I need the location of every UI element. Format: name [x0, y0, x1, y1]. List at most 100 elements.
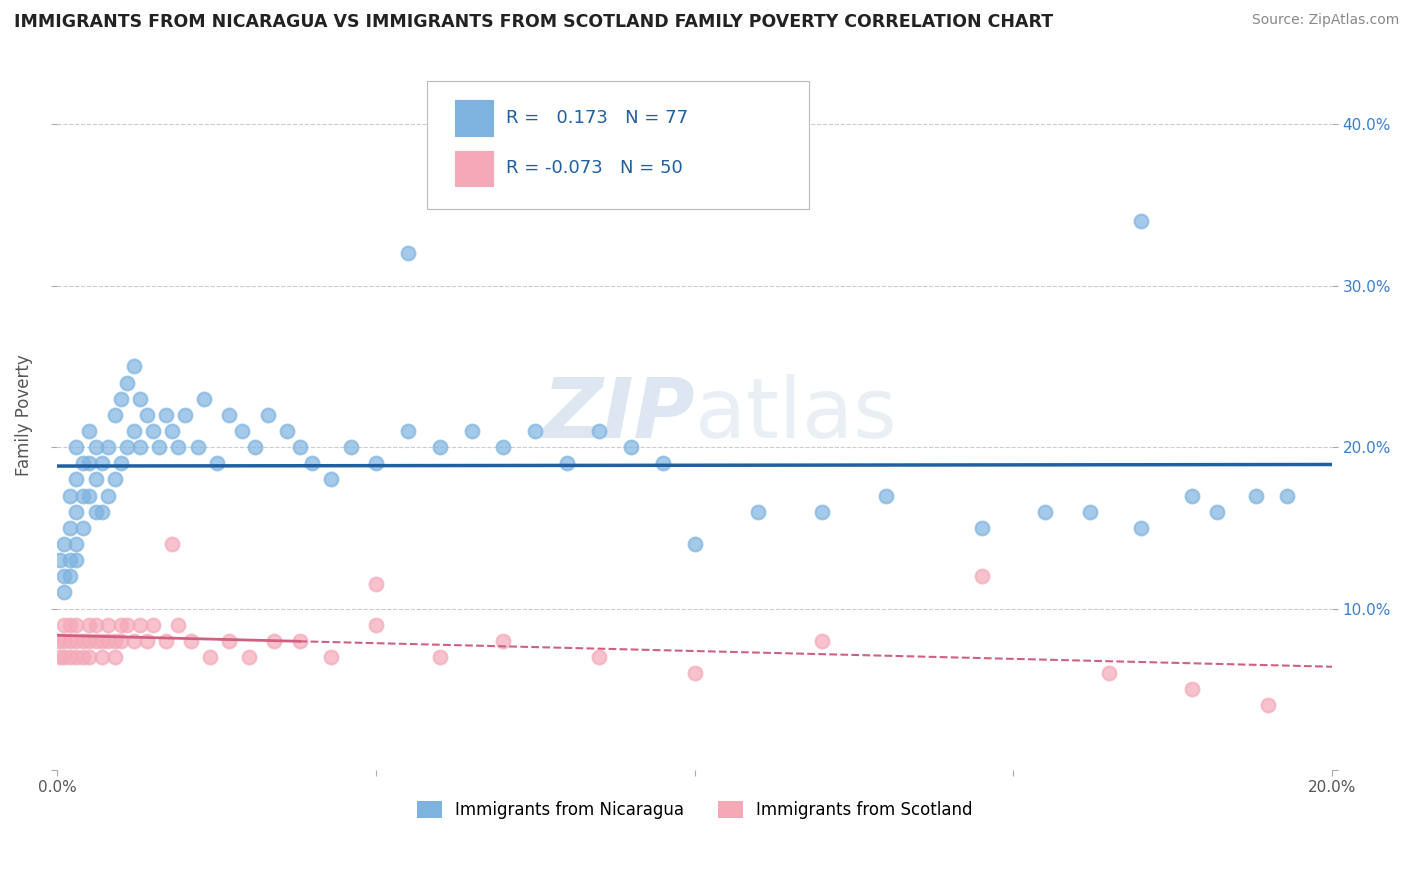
Point — [77, 424, 100, 438]
Point — [77, 489, 100, 503]
Point — [97, 440, 120, 454]
Point — [429, 650, 451, 665]
Point — [97, 617, 120, 632]
Point — [167, 440, 190, 454]
Point — [218, 633, 240, 648]
Point — [263, 633, 285, 648]
Point — [256, 408, 278, 422]
Text: atlas: atlas — [695, 375, 897, 455]
Point — [52, 585, 75, 599]
Point — [59, 650, 82, 665]
Point — [811, 633, 834, 648]
Point — [110, 617, 132, 632]
Point — [129, 440, 152, 454]
Text: ZIP: ZIP — [543, 375, 695, 455]
Point — [396, 424, 419, 438]
Point — [129, 617, 152, 632]
Point — [155, 408, 177, 422]
Point — [59, 569, 82, 583]
Point — [276, 424, 298, 438]
Point — [173, 408, 195, 422]
Point — [135, 408, 157, 422]
Point — [321, 472, 343, 486]
Text: R =   0.173   N = 77: R = 0.173 N = 77 — [506, 109, 688, 127]
Point — [492, 633, 515, 648]
Point — [84, 633, 107, 648]
Point — [77, 456, 100, 470]
Point — [52, 650, 75, 665]
Point — [218, 408, 240, 422]
Point — [231, 424, 253, 438]
Point — [84, 617, 107, 632]
Point — [129, 392, 152, 406]
Point — [65, 650, 87, 665]
Point — [555, 456, 578, 470]
Point — [492, 440, 515, 454]
Point — [59, 617, 82, 632]
Point — [52, 569, 75, 583]
Point — [1277, 489, 1299, 503]
Point — [77, 617, 100, 632]
Point — [651, 456, 673, 470]
FancyBboxPatch shape — [427, 81, 810, 209]
Point — [1098, 666, 1121, 681]
Point — [72, 633, 94, 648]
Point — [72, 489, 94, 503]
Point — [135, 633, 157, 648]
Point — [1206, 505, 1229, 519]
Point — [243, 440, 266, 454]
Point — [1129, 214, 1152, 228]
Point — [84, 440, 107, 454]
Point — [110, 633, 132, 648]
Point — [205, 456, 228, 470]
Point — [117, 617, 139, 632]
Point — [90, 650, 112, 665]
Point — [52, 617, 75, 632]
Point — [364, 456, 387, 470]
Point — [160, 537, 183, 551]
Point — [90, 505, 112, 519]
Text: R = -0.073   N = 50: R = -0.073 N = 50 — [506, 160, 683, 178]
Point — [301, 456, 323, 470]
Point — [588, 650, 610, 665]
Point — [72, 650, 94, 665]
Point — [811, 505, 834, 519]
Point — [683, 537, 706, 551]
Point — [65, 505, 87, 519]
Point — [186, 440, 208, 454]
Point — [200, 650, 222, 665]
Point — [193, 392, 215, 406]
Point — [429, 440, 451, 454]
Point — [620, 440, 643, 454]
Point — [65, 633, 87, 648]
Point — [122, 633, 145, 648]
Point — [90, 456, 112, 470]
Point — [683, 666, 706, 681]
Point — [90, 633, 112, 648]
Point — [110, 392, 132, 406]
Point — [180, 633, 202, 648]
Point — [122, 359, 145, 374]
Point — [364, 617, 387, 632]
Point — [160, 424, 183, 438]
Legend: Immigrants from Nicaragua, Immigrants from Scotland: Immigrants from Nicaragua, Immigrants fr… — [411, 794, 979, 826]
Point — [65, 472, 87, 486]
Point — [52, 633, 75, 648]
Point — [104, 472, 127, 486]
Point — [59, 633, 82, 648]
Point — [104, 408, 127, 422]
Point — [59, 489, 82, 503]
Point — [288, 633, 311, 648]
Text: Source: ZipAtlas.com: Source: ZipAtlas.com — [1251, 13, 1399, 28]
Point — [1181, 682, 1204, 697]
Point — [339, 440, 361, 454]
Point — [1129, 521, 1152, 535]
Point — [77, 650, 100, 665]
Point — [364, 577, 387, 591]
Point — [49, 650, 72, 665]
Point — [65, 537, 87, 551]
Point — [588, 424, 610, 438]
Point — [288, 440, 311, 454]
Point — [747, 505, 769, 519]
Point — [1078, 505, 1101, 519]
